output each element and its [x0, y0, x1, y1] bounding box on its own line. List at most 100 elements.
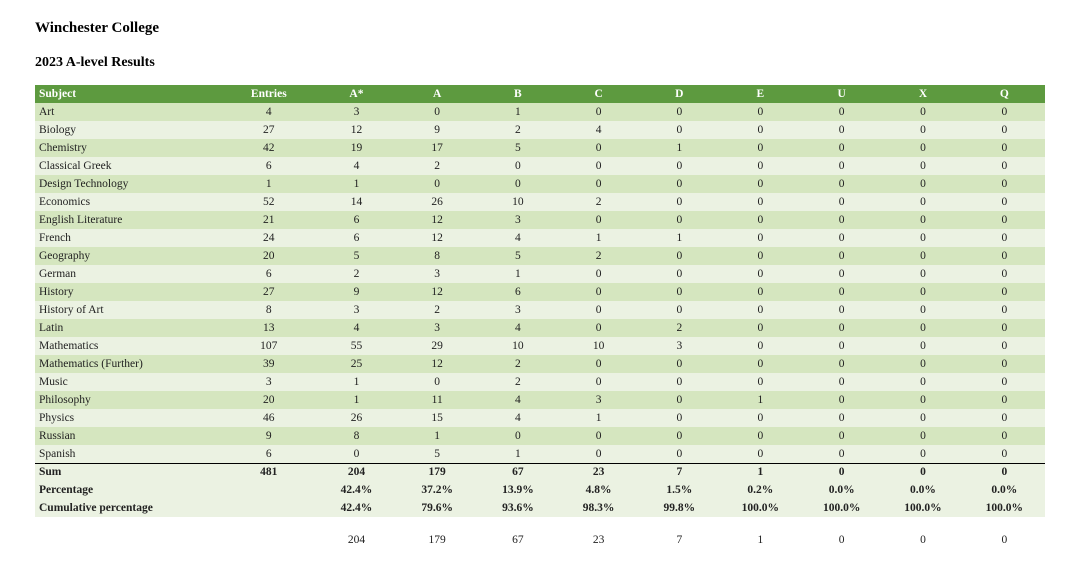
value-cell: 0 [964, 175, 1045, 193]
footer-total-cell: 0 [964, 531, 1045, 549]
value-cell: 1 [558, 409, 639, 427]
summary-label: Sum [35, 463, 222, 481]
table-row: English Literature216123000000 [35, 211, 1045, 229]
value-cell: 0 [882, 265, 963, 283]
value-cell: 1 [639, 229, 720, 247]
value-cell: 0 [397, 175, 478, 193]
value-cell: 0 [801, 373, 882, 391]
value-cell: 0 [639, 373, 720, 391]
value-cell: 0 [801, 283, 882, 301]
summary-value: 42.4% [316, 499, 397, 517]
value-cell: 0 [558, 319, 639, 337]
column-header: U [801, 85, 882, 103]
value-cell: 2 [639, 319, 720, 337]
subject-cell: Mathematics [35, 337, 222, 355]
subject-cell: Physics [35, 409, 222, 427]
value-cell: 14 [316, 193, 397, 211]
value-cell: 0 [639, 175, 720, 193]
value-cell: 0 [801, 445, 882, 463]
summary-value: 0.0% [882, 481, 963, 499]
value-cell: 24 [222, 229, 317, 247]
value-cell: 0 [801, 409, 882, 427]
summary-value [222, 499, 317, 517]
value-cell: 39 [222, 355, 317, 373]
value-cell: 0 [964, 301, 1045, 319]
value-cell: 0 [801, 121, 882, 139]
summary-value: 0.0% [801, 481, 882, 499]
subject-cell: English Literature [35, 211, 222, 229]
value-cell: 0 [478, 427, 559, 445]
value-cell: 0 [558, 373, 639, 391]
summary-value: 7 [639, 463, 720, 481]
value-cell: 0 [801, 247, 882, 265]
value-cell: 0 [639, 211, 720, 229]
summary-value: 204 [316, 463, 397, 481]
summary-label: Cumulative percentage [35, 499, 222, 517]
value-cell: 25 [316, 355, 397, 373]
value-cell: 0 [558, 211, 639, 229]
table-row: Chemistry4219175010000 [35, 139, 1045, 157]
value-cell: 0 [720, 265, 801, 283]
value-cell: 27 [222, 121, 317, 139]
pct-row: Percentage42.4%37.2%13.9%4.8%1.5%0.2%0.0… [35, 481, 1045, 499]
summary-value: 100.0% [882, 499, 963, 517]
footer-total-cell: 0 [801, 531, 882, 549]
column-header: A [397, 85, 478, 103]
summary-value: 0 [964, 463, 1045, 481]
value-cell: 0 [639, 265, 720, 283]
value-cell: 0 [397, 373, 478, 391]
value-cell: 21 [222, 211, 317, 229]
column-header: Entries [222, 85, 317, 103]
summary-value: 79.6% [397, 499, 478, 517]
value-cell: 0 [720, 373, 801, 391]
column-header: X [882, 85, 963, 103]
value-cell: 17 [397, 139, 478, 157]
footer-total-cell: 67 [478, 531, 559, 549]
value-cell: 0 [639, 355, 720, 373]
value-cell: 107 [222, 337, 317, 355]
value-cell: 1 [222, 175, 317, 193]
subject-cell: Art [35, 103, 222, 121]
summary-value: 0 [882, 463, 963, 481]
value-cell: 0 [639, 121, 720, 139]
value-cell: 1 [478, 265, 559, 283]
value-cell: 5 [316, 247, 397, 265]
footer-total-cell: 179 [397, 531, 478, 549]
cum-row: Cumulative percentage42.4%79.6%93.6%98.3… [35, 499, 1045, 517]
value-cell: 0 [801, 337, 882, 355]
value-cell: 0 [720, 193, 801, 211]
value-cell: 2 [316, 265, 397, 283]
table-row: Mathematics1075529101030000 [35, 337, 1045, 355]
value-cell: 0 [720, 139, 801, 157]
value-cell: 0 [882, 301, 963, 319]
value-cell: 10 [478, 337, 559, 355]
value-cell: 0 [558, 265, 639, 283]
summary-value: 42.4% [316, 481, 397, 499]
subject-cell: Chemistry [35, 139, 222, 157]
value-cell: 8 [397, 247, 478, 265]
table-row: Art4301000000 [35, 103, 1045, 121]
value-cell: 0 [720, 445, 801, 463]
value-cell: 0 [558, 103, 639, 121]
summary-value: 4.8% [558, 481, 639, 499]
table-row: Russian9810000000 [35, 427, 1045, 445]
footer-total-cell [222, 531, 317, 549]
value-cell: 0 [882, 373, 963, 391]
value-cell: 27 [222, 283, 317, 301]
value-cell: 0 [639, 301, 720, 319]
value-cell: 0 [882, 337, 963, 355]
value-cell: 2 [478, 355, 559, 373]
value-cell: 11 [397, 391, 478, 409]
value-cell: 0 [882, 157, 963, 175]
subject-cell: Latin [35, 319, 222, 337]
subject-cell: Russian [35, 427, 222, 445]
summary-value: 1.5% [639, 481, 720, 499]
value-cell: 12 [397, 229, 478, 247]
table-row: Design Technology1100000000 [35, 175, 1045, 193]
value-cell: 3 [222, 373, 317, 391]
value-cell: 6 [222, 157, 317, 175]
footer-total-cell: 1 [720, 531, 801, 549]
column-header: A* [316, 85, 397, 103]
value-cell: 0 [964, 391, 1045, 409]
value-cell: 4 [478, 391, 559, 409]
